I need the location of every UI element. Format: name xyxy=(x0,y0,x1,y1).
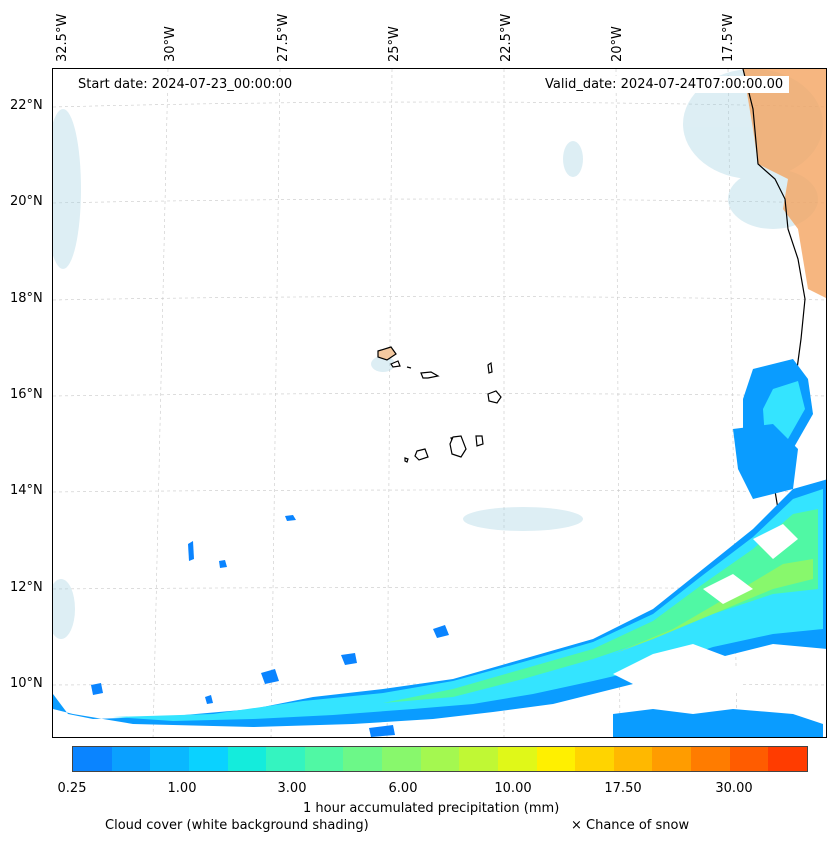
precipitation-colorbar xyxy=(72,746,808,772)
lon-label: 17.5°W xyxy=(721,13,736,62)
colorbar-segment xyxy=(691,747,730,771)
colorbar-segment xyxy=(150,747,189,771)
colorbar-segment xyxy=(266,747,305,771)
cloud-cover-legend: Cloud cover (white background shading) xyxy=(105,818,369,833)
colorbar-segment xyxy=(536,747,576,771)
precip-north-blob-2 xyxy=(733,424,798,499)
colorbar-segment xyxy=(459,747,498,771)
precip-small-cell xyxy=(433,625,449,638)
cloud-cover xyxy=(53,69,823,639)
lon-label: 27.5°W xyxy=(276,13,291,62)
precip-small-cell xyxy=(285,515,296,521)
map-canvas xyxy=(53,69,826,737)
precip-core xyxy=(613,559,813,654)
lon-label: 32.5°W xyxy=(55,13,70,62)
colorbar-segment xyxy=(652,747,691,771)
precip-small-cell xyxy=(219,560,227,568)
precip-small-cell xyxy=(188,541,194,561)
colorbar-segment xyxy=(343,747,382,771)
colorbar-tick: 30.00 xyxy=(715,781,753,796)
precip-small-cell xyxy=(91,683,103,695)
colorbar-tick: 1.00 xyxy=(167,781,197,796)
colorbar-tick: 0.25 xyxy=(57,781,87,796)
lat-label: 18°N xyxy=(10,291,43,306)
lon-label: 30°W xyxy=(163,26,178,62)
lon-label: 20°W xyxy=(610,26,625,62)
precip-gaps xyxy=(613,524,798,699)
lat-label: 16°N xyxy=(10,387,43,402)
precip-small-cell xyxy=(205,695,213,704)
colorbar-segment xyxy=(768,747,807,771)
lat-label: 20°N xyxy=(10,194,43,209)
africa-land xyxy=(743,69,826,298)
colorbar-segment xyxy=(729,747,769,771)
colorbar-tick: 10.00 xyxy=(494,781,532,796)
colorbar-segment xyxy=(575,747,614,771)
colorbar-tick: 6.00 xyxy=(388,781,418,796)
lat-label: 14°N xyxy=(10,483,43,498)
lat-label: 10°N xyxy=(10,676,43,691)
lon-label: 25°W xyxy=(387,26,402,62)
map-area[interactable] xyxy=(52,68,827,738)
colorbar-segment xyxy=(420,747,460,771)
precipitation-field xyxy=(53,359,826,737)
start-date-label: Start date: 2024-07-23_00:00:00 xyxy=(72,76,299,93)
colorbar-segment xyxy=(73,747,112,771)
snow-legend: × Chance of snow xyxy=(571,818,690,833)
lon-label: 22.5°W xyxy=(499,13,514,62)
colorbar-segment xyxy=(188,747,228,771)
precip-south-blob xyxy=(613,709,823,737)
colorbar-segment xyxy=(111,747,151,771)
colorbar-segment xyxy=(227,747,267,771)
colorbar-tick: 3.00 xyxy=(277,781,307,796)
valid-date-label: Valid_date: 2024-07-24T07:00:00.00 xyxy=(539,76,790,93)
colorbar-segment xyxy=(382,747,421,771)
colorbar-tick: 17.50 xyxy=(604,781,642,796)
lat-label: 22°N xyxy=(10,98,43,113)
colorbar-segment xyxy=(497,747,537,771)
precip-small-cell xyxy=(341,653,357,665)
colorbar-label: 1 hour accumulated precipitation (mm) xyxy=(303,801,560,816)
colorbar-segment xyxy=(613,747,653,771)
cape-verde-islands xyxy=(377,346,502,463)
lat-label: 12°N xyxy=(10,580,43,595)
colorbar-segment xyxy=(304,747,344,771)
precip-small-cell xyxy=(261,669,279,684)
precip-small-cell xyxy=(369,725,395,737)
